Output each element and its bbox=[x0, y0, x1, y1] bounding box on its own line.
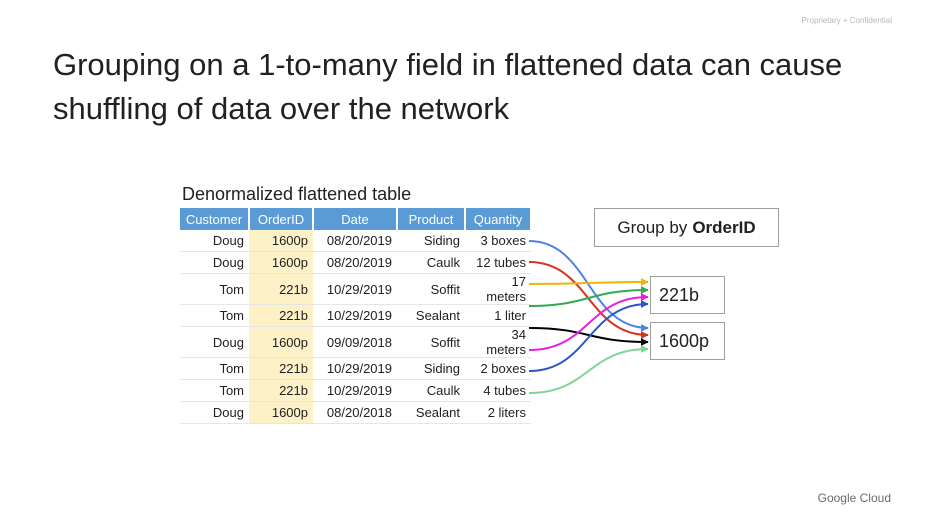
table-caption: Denormalized flattened table bbox=[182, 184, 412, 204]
cell-product: Sealant bbox=[397, 401, 465, 424]
cell-quantity: 17 meters bbox=[465, 273, 531, 305]
cell-orderid: 221b bbox=[249, 379, 313, 402]
cell-orderid: 1600p bbox=[249, 401, 313, 424]
shuffle-arrow bbox=[528, 327, 649, 346]
table-row: Doug 1600p 08/20/2018 Sealant 2 liters bbox=[180, 401, 531, 424]
cell-orderid: 1600p bbox=[249, 251, 313, 274]
cell-quantity: 3 boxes bbox=[465, 230, 531, 252]
cell-product: Soffit bbox=[397, 326, 465, 358]
cell-product: Sealant bbox=[397, 304, 465, 327]
cell-orderid: 221b bbox=[249, 304, 313, 327]
google-cloud-logo: Google Cloud bbox=[817, 491, 891, 505]
cell-date: 10/29/2019 bbox=[313, 273, 397, 305]
group-by-prefix: Group by bbox=[617, 217, 688, 237]
slide-title: Grouping on a 1-to-many field in flatten… bbox=[53, 47, 843, 126]
cell-quantity: 2 liters bbox=[465, 401, 531, 424]
group-box-1600p: 1600p bbox=[650, 322, 725, 360]
cell-customer: Tom bbox=[180, 379, 249, 402]
table-row: Doug 1600p 08/20/2019 Caulk 12 tubes bbox=[180, 251, 531, 274]
table-row: Doug 1600p 09/09/2018 Soffit 34 meters bbox=[180, 326, 531, 358]
shuffle-arrow bbox=[528, 278, 649, 287]
group-by-field: OrderID bbox=[692, 217, 756, 237]
table-row: Tom 221b 10/29/2019 Caulk 4 tubes bbox=[180, 379, 531, 402]
cell-date: 09/09/2018 bbox=[313, 326, 397, 358]
shuffle-arrow bbox=[528, 300, 649, 372]
shuffle-arrow bbox=[528, 240, 649, 332]
cell-customer: Doug bbox=[180, 251, 249, 274]
flattened-table: Customer OrderID Date Product Quantity D… bbox=[180, 208, 532, 424]
header-orderid: OrderID bbox=[249, 208, 314, 230]
cell-date: 08/20/2018 bbox=[313, 401, 397, 424]
shuffle-arrow bbox=[528, 286, 649, 307]
header-date: Date bbox=[313, 208, 398, 230]
cell-product: Siding bbox=[397, 357, 465, 380]
table-row: Tom 221b 10/29/2019 Siding 2 boxes bbox=[180, 357, 531, 380]
cell-customer: Doug bbox=[180, 230, 249, 252]
table-row: Tom 221b 10/29/2019 Sealant 1 liter bbox=[180, 304, 531, 327]
cell-product: Siding bbox=[397, 230, 465, 252]
cell-customer: Doug bbox=[180, 401, 249, 424]
cell-date: 08/20/2019 bbox=[313, 230, 397, 252]
cell-quantity: 1 liter bbox=[465, 304, 531, 327]
shuffle-arrow bbox=[528, 345, 649, 394]
cell-orderid: 1600p bbox=[249, 230, 313, 252]
cell-product: Caulk bbox=[397, 251, 465, 274]
cell-date: 10/29/2019 bbox=[313, 379, 397, 402]
header-customer: Customer bbox=[180, 208, 250, 230]
cell-customer: Tom bbox=[180, 304, 249, 327]
cell-product: Soffit bbox=[397, 273, 465, 305]
cell-orderid: 1600p bbox=[249, 326, 313, 358]
shuffle-arrow bbox=[528, 293, 649, 351]
cell-quantity: 12 tubes bbox=[465, 251, 531, 274]
cell-orderid: 221b bbox=[249, 273, 313, 305]
group-by-box: Group by OrderID bbox=[594, 208, 779, 247]
cell-product: Caulk bbox=[397, 379, 465, 402]
cell-quantity: 2 boxes bbox=[465, 357, 531, 380]
cell-date: 10/29/2019 bbox=[313, 357, 397, 380]
cell-customer: Tom bbox=[180, 273, 249, 305]
header-quantity: Quantity bbox=[465, 208, 532, 230]
header-product: Product bbox=[397, 208, 466, 230]
table-row: Doug 1600p 08/20/2019 Siding 3 boxes bbox=[180, 230, 531, 252]
table-header-row: Customer OrderID Date Product Quantity bbox=[180, 208, 532, 230]
cell-customer: Doug bbox=[180, 326, 249, 358]
cell-quantity: 4 tubes bbox=[465, 379, 531, 402]
cell-customer: Tom bbox=[180, 357, 249, 380]
cell-orderid: 221b bbox=[249, 357, 313, 380]
cell-quantity: 34 meters bbox=[465, 326, 531, 358]
group-box-221b: 221b bbox=[650, 276, 725, 314]
cell-date: 08/20/2019 bbox=[313, 251, 397, 274]
table-row: Tom 221b 10/29/2019 Soffit 17 meters bbox=[180, 273, 531, 305]
confidential-label: Proprietary + Confidential bbox=[801, 16, 893, 25]
cell-date: 10/29/2019 bbox=[313, 304, 397, 327]
